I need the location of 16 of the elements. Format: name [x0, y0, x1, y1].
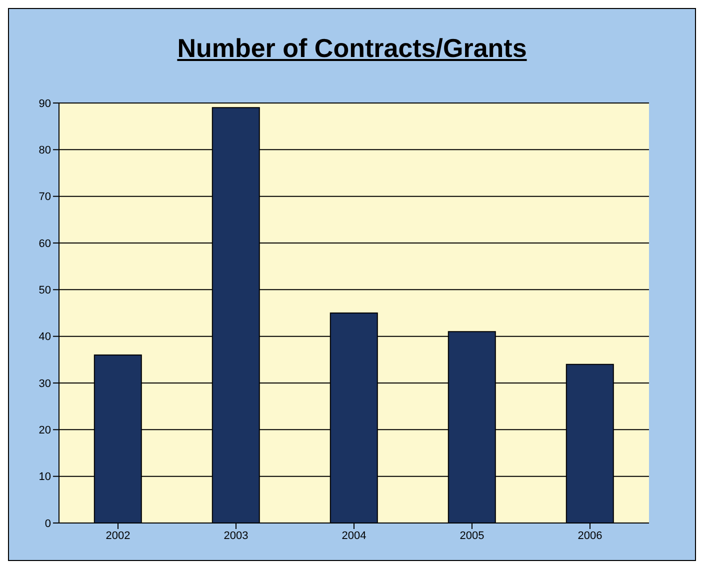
x-tick-label: 2004	[342, 530, 366, 542]
y-tick-label: 50	[38, 284, 51, 297]
y-tick-label: 70	[38, 191, 51, 204]
y-tick-label: 10	[38, 471, 51, 484]
x-tick-label: 2002	[106, 530, 130, 542]
y-tick-label: 40	[38, 331, 51, 344]
y-tick-label: 80	[38, 144, 51, 157]
x-tick-label: 2006	[578, 530, 602, 542]
y-tick-label: 20	[38, 424, 51, 437]
x-tick-label: 2003	[224, 530, 248, 542]
y-tick-label: 90	[38, 98, 51, 110]
y-tick-label: 0	[44, 518, 51, 530]
chart-title: Number of Contracts/Grants	[176, 32, 528, 65]
x-tick-label: 2005	[460, 530, 484, 542]
y-tick-label: 60	[38, 238, 51, 250]
y-tick-label: 30	[38, 378, 51, 390]
